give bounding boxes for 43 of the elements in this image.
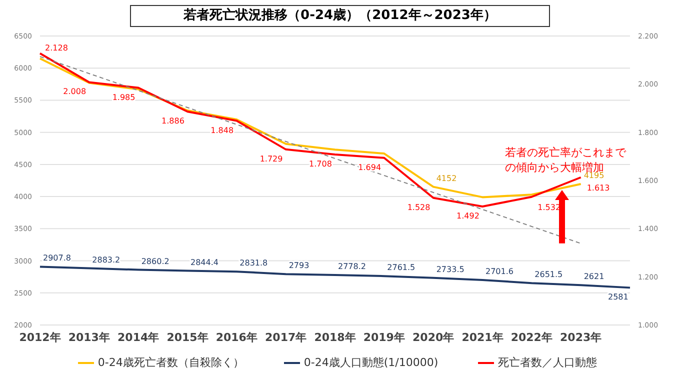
x-tick-label: 2012年 — [19, 330, 61, 344]
data-label: 2883.2 — [92, 255, 120, 264]
data-label: 4195 — [584, 171, 604, 180]
data-label: 2.008 — [63, 87, 86, 96]
data-label: 1.985 — [112, 92, 136, 102]
data-label: 2778.2 — [338, 262, 366, 272]
data-label: 1.613 — [586, 183, 610, 192]
data-label: 2581 — [608, 292, 628, 302]
x-tick-label: 2018年 — [314, 330, 356, 344]
data-label: 1.848 — [210, 126, 234, 135]
data-label: 2701.6 — [486, 266, 514, 276]
x-tick-label: 2017年 — [265, 330, 307, 344]
data-label: 1.532 — [538, 202, 561, 212]
data-label: 2.128 — [45, 43, 68, 52]
data-label: 4152 — [436, 174, 457, 183]
x-tick-label: 2020年 — [412, 330, 454, 344]
x-tick-label: 2014年 — [118, 330, 160, 344]
data-label: 2860.2 — [141, 256, 170, 266]
x-tick-label: 2023年 — [560, 330, 602, 344]
data-label: 2651.5 — [534, 270, 563, 280]
data-label: 2844.4 — [190, 258, 218, 267]
data-label: 1.886 — [162, 116, 184, 126]
legend-label: 死亡者数／人口動態 — [497, 355, 598, 370]
legend-label: 0-24歳人口動態(1/10000) — [302, 355, 438, 370]
x-tick-label: 2021年 — [462, 330, 504, 344]
data-label: 2831.8 — [240, 258, 268, 268]
data-label: 2907.8 — [43, 254, 71, 263]
legend-label: 0-24歳死亡者数（自殺除く） — [96, 355, 244, 370]
x-tick-label: 2016年 — [216, 330, 258, 344]
data-label: 2761.5 — [387, 263, 416, 272]
x-tick-label: 2013年 — [68, 330, 110, 344]
data-label: 1.729 — [260, 154, 283, 164]
data-label: 1.694 — [358, 162, 382, 172]
data-label: 1.528 — [407, 202, 430, 212]
x-tick-label: 2022年 — [510, 330, 552, 344]
data-label: 2793 — [288, 261, 310, 270]
data-label: 1.708 — [309, 159, 332, 168]
data-label: 2621 — [584, 272, 604, 282]
data-label: 2733.5 — [436, 264, 464, 274]
data-label: 1.492 — [456, 212, 480, 221]
x-tick-label: 2019年 — [363, 330, 405, 344]
x-tick-label: 2015年 — [166, 330, 208, 344]
chart-title: 若者死亡状況推移（0-24歳）（2012年～2023年） — [130, 5, 550, 27]
